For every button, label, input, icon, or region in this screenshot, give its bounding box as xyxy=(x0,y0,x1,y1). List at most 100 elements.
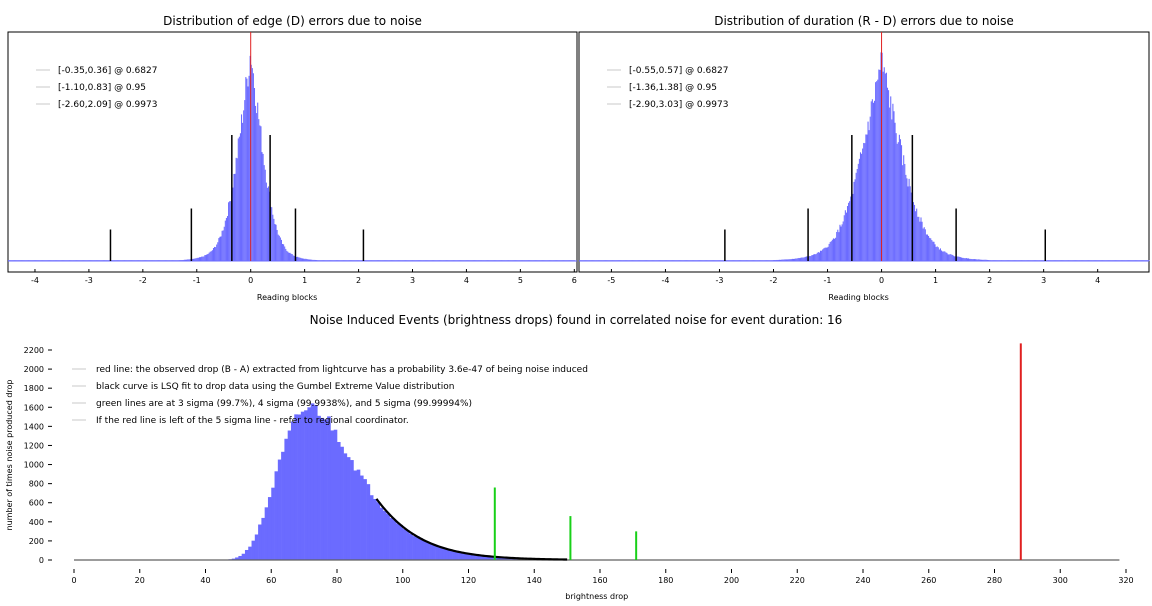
histogram-bar xyxy=(784,259,786,261)
histogram-bar xyxy=(859,152,862,261)
histogram-bar xyxy=(810,256,812,261)
histogram-bar xyxy=(813,254,815,261)
histogram-bar xyxy=(905,174,907,261)
histogram-bar xyxy=(809,255,811,261)
x-axis-label: Reading blocks xyxy=(828,293,888,302)
histogram-bar xyxy=(304,258,306,261)
histogram-bar xyxy=(775,259,777,261)
histogram-bar xyxy=(277,459,282,560)
histogram-bar xyxy=(294,414,298,560)
histogram-bar xyxy=(290,253,292,261)
histogram-bar xyxy=(890,96,892,261)
histogram-bar xyxy=(219,236,221,261)
histogram-bar xyxy=(389,518,394,560)
histogram-bar xyxy=(863,142,865,261)
histogram-bar xyxy=(402,529,407,560)
histogram-bar xyxy=(262,153,264,261)
histogram-bar xyxy=(183,259,185,261)
histogram-bar xyxy=(369,495,374,560)
histogram-bar xyxy=(248,75,250,261)
histogram-bar xyxy=(274,224,276,261)
histogram-bar xyxy=(233,174,235,261)
histogram-bar xyxy=(360,475,364,560)
histogram-bar xyxy=(973,259,975,261)
histogram-bar xyxy=(197,257,199,261)
histogram-bar xyxy=(796,258,798,261)
histogram-bar xyxy=(198,257,201,261)
histogram-bar xyxy=(283,244,285,261)
histogram-bar xyxy=(977,259,979,261)
histogram-bar xyxy=(853,181,855,261)
histogram-bar xyxy=(959,256,961,261)
histogram-bar xyxy=(452,550,456,560)
histogram-bar xyxy=(313,405,318,560)
histogram-bar xyxy=(971,259,973,261)
histogram-bar xyxy=(471,554,476,560)
histogram-bar xyxy=(303,258,305,261)
y-tick-label: 1000 xyxy=(24,461,44,470)
legend-entry: [-1.10,0.83] @ 0.95 xyxy=(58,83,146,93)
histogram-bar xyxy=(225,217,227,261)
histogram-bar xyxy=(924,229,926,261)
histogram-bar xyxy=(287,251,289,261)
histogram-bar xyxy=(832,238,835,261)
histogram-bar xyxy=(922,228,924,261)
histogram-bar xyxy=(803,257,805,261)
histogram-bar xyxy=(928,235,930,261)
histogram-bar xyxy=(419,538,423,560)
histogram-bar xyxy=(237,138,239,261)
x-tick-label: 4 xyxy=(1095,276,1100,285)
histogram-bar xyxy=(901,145,903,261)
histogram-bar xyxy=(252,73,254,261)
histogram-bar xyxy=(778,259,780,261)
histogram-bar xyxy=(968,258,970,261)
histogram-bar xyxy=(783,259,785,261)
histogram-bar xyxy=(184,259,186,261)
histogram-bar xyxy=(383,510,387,560)
histogram-bar xyxy=(284,438,288,560)
histogram-bar xyxy=(251,540,256,560)
histogram-bar xyxy=(878,69,880,261)
histogram-bar xyxy=(929,237,931,261)
histogram-bar xyxy=(827,246,829,261)
histogram-bar xyxy=(327,416,331,560)
histogram-bar xyxy=(274,471,279,560)
histogram-bar xyxy=(917,216,919,261)
histogram-bar xyxy=(798,257,800,261)
histogram-bar xyxy=(876,81,878,262)
histogram-bar xyxy=(458,552,463,560)
histogram-bar xyxy=(442,547,446,560)
x-tick-label: 300 xyxy=(1053,576,1068,585)
x-tick-label: 0 xyxy=(248,276,253,285)
histogram-bar xyxy=(205,255,207,261)
histogram-bar xyxy=(396,523,400,560)
histogram-bar xyxy=(264,507,269,560)
histogram-bar xyxy=(291,254,293,261)
histogram-bar xyxy=(972,259,974,261)
histogram-bar xyxy=(238,136,240,261)
y-tick-label: 1400 xyxy=(24,422,44,431)
histogram-bar xyxy=(265,182,267,261)
histogram-bar xyxy=(214,246,216,261)
histogram-bar xyxy=(953,256,956,261)
histogram-bar xyxy=(232,187,234,261)
histogram-bar xyxy=(895,133,897,261)
histogram-bar xyxy=(921,221,923,261)
histogram-bar xyxy=(877,79,879,261)
histogram-bar xyxy=(290,421,295,560)
histogram-bar xyxy=(234,173,236,261)
histogram-bar xyxy=(256,113,258,261)
histogram-bar xyxy=(840,226,842,261)
histogram-bar xyxy=(903,155,905,261)
histogram-bar xyxy=(231,558,236,560)
histogram-bar xyxy=(788,259,790,261)
histogram-bar xyxy=(880,52,882,261)
histogram-bar xyxy=(830,241,832,261)
histogram-bar xyxy=(235,157,237,261)
histogram-bar xyxy=(386,513,390,560)
histogram-bar xyxy=(267,186,270,261)
histogram-bar xyxy=(425,542,430,560)
histogram-bar xyxy=(856,169,858,261)
histogram-bar xyxy=(948,254,950,261)
histogram-bar xyxy=(899,139,902,261)
